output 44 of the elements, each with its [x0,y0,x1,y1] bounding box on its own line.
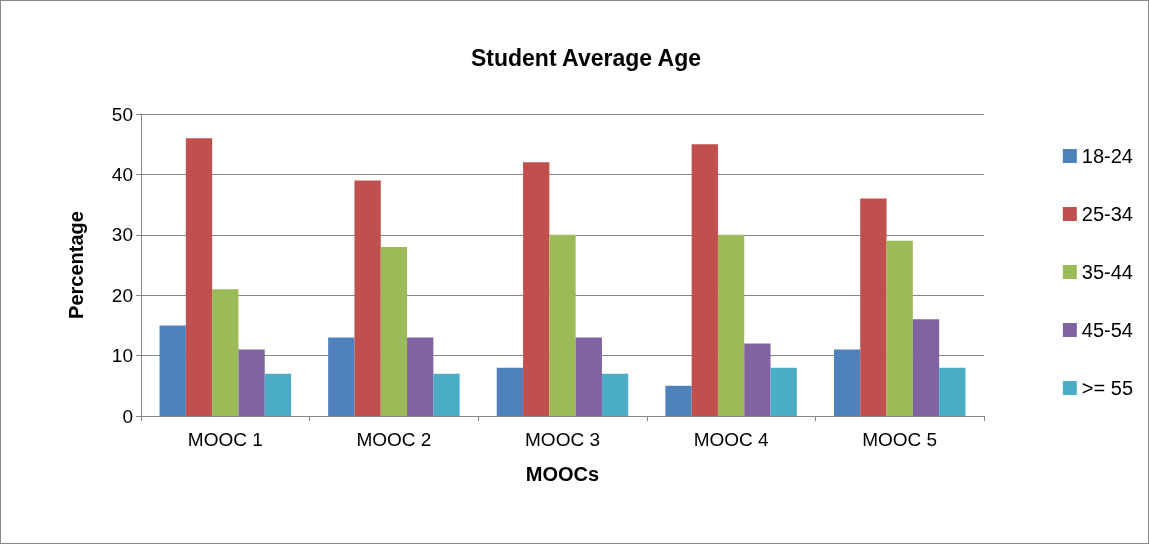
bar [833,349,861,416]
bar [939,367,966,416]
y-axis-title: Percentage [65,211,87,319]
bar [912,319,940,416]
bar [407,337,434,416]
x-tick-label: MOOC 1 [187,429,263,450]
x-tick-label: MOOC 4 [693,429,770,450]
x-axis-title: MOOCs [525,463,600,485]
bar [354,180,381,416]
x-tick-label: MOOC 3 [525,429,600,450]
bar [380,246,408,416]
bar [159,325,186,416]
bar [328,337,355,416]
bar [549,234,576,416]
bar [212,289,239,416]
legend-label: 18-24 [1081,145,1133,167]
bar [886,240,913,416]
bar [575,337,602,416]
bar [717,234,745,416]
x-tick-label: MOOC 2 [356,429,432,450]
bar [744,343,771,416]
y-tick-label: 20 [111,284,133,306]
bar [523,162,550,416]
chart-title: Student Average Age [470,44,702,71]
legend-label: >= 55 [1081,377,1134,399]
y-tick-label: 10 [111,345,133,367]
y-tick-label: 30 [111,224,133,246]
bar [665,385,692,416]
bar [770,367,797,416]
legend-label: 35-44 [1081,261,1133,283]
y-tick-label: 0 [122,405,133,427]
y-tick-label: 50 [111,103,133,125]
bar [860,198,887,416]
bar [601,373,629,416]
bar [264,373,292,416]
x-tick-label: MOOC 5 [862,429,938,450]
bar [185,138,213,416]
bar [433,373,460,416]
legend-label: 45-54 [1081,319,1133,341]
bar [691,144,718,416]
y-tick-label: 40 [111,163,133,185]
bar [496,367,524,416]
bar [238,349,265,416]
legend-label: 25-34 [1081,203,1133,225]
